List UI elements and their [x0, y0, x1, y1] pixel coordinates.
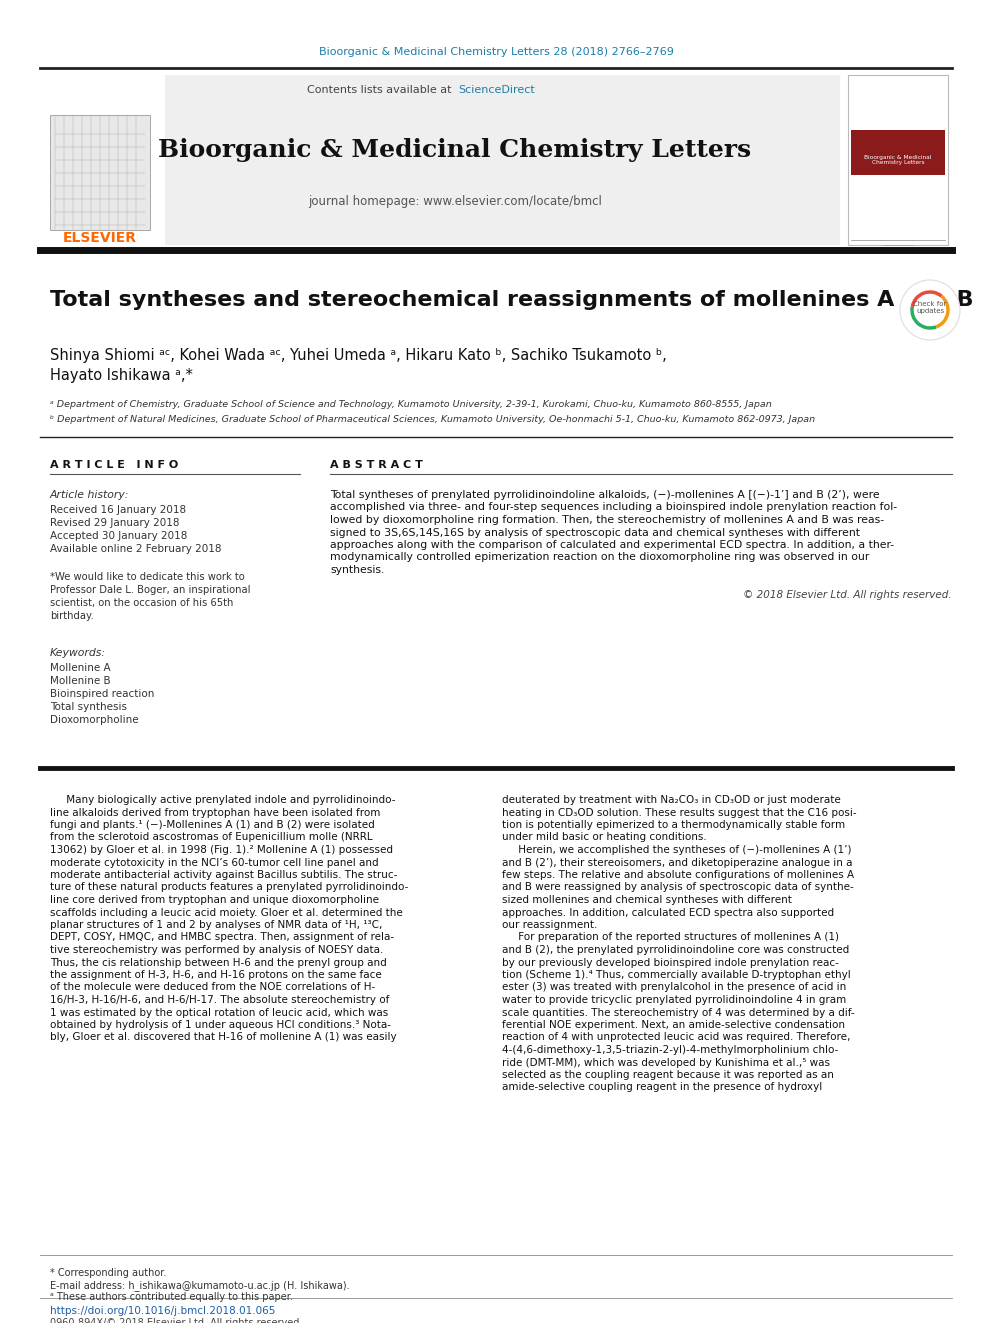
Text: approaches. In addition, calculated ECD spectra also supported: approaches. In addition, calculated ECD … [502, 908, 834, 917]
Text: tive stereochemistry was performed by analysis of NOESY data.: tive stereochemistry was performed by an… [50, 945, 383, 955]
Text: Professor Dale L. Boger, an inspirational: Professor Dale L. Boger, an inspirationa… [50, 585, 251, 595]
Text: scale quantities. The stereochemistry of 4 was determined by a dif-: scale quantities. The stereochemistry of… [502, 1008, 855, 1017]
Text: ᵇ Department of Natural Medicines, Graduate School of Pharmaceutical Sciences, K: ᵇ Department of Natural Medicines, Gradu… [50, 415, 815, 423]
Text: signed to 3S,6S,14S,16S by analysis of spectroscopic data and chemical syntheses: signed to 3S,6S,14S,16S by analysis of s… [330, 528, 860, 537]
Text: ScienceDirect: ScienceDirect [458, 85, 535, 95]
Text: bly, Gloer et al. discovered that H-16 of mollenine A (1) was easily: bly, Gloer et al. discovered that H-16 o… [50, 1032, 397, 1043]
Text: Bioinspired reaction: Bioinspired reaction [50, 689, 155, 699]
Text: Thus, the cis relationship between H-6 and the prenyl group and: Thus, the cis relationship between H-6 a… [50, 958, 387, 967]
Text: Received 16 January 2018: Received 16 January 2018 [50, 505, 186, 515]
Text: deuterated by treatment with Na₂CO₃ in CD₃OD or just moderate: deuterated by treatment with Na₂CO₃ in C… [502, 795, 841, 804]
Text: reaction of 4 with unprotected leucic acid was required. Therefore,: reaction of 4 with unprotected leucic ac… [502, 1032, 850, 1043]
Text: Total syntheses and stereochemical reassignments of mollenines A and B: Total syntheses and stereochemical reass… [50, 290, 973, 310]
Text: approaches along with the comparison of calculated and experimental ECD spectra.: approaches along with the comparison of … [330, 540, 894, 550]
Text: water to provide tricyclic prenylated pyrrolidinoindoline 4 in gram: water to provide tricyclic prenylated py… [502, 995, 846, 1005]
Text: from the sclerotoid ascostromas of Eupenicillium molle (NRRL: from the sclerotoid ascostromas of Eupen… [50, 832, 373, 843]
Text: * Corresponding author.: * Corresponding author. [50, 1267, 167, 1278]
Text: and B (2’), their stereoisomers, and diketopiperazine analogue in a: and B (2’), their stereoisomers, and dik… [502, 857, 852, 868]
Text: 1 was estimated by the optical rotation of leucic acid, which was: 1 was estimated by the optical rotation … [50, 1008, 388, 1017]
Text: Contents lists available at: Contents lists available at [307, 85, 455, 95]
Text: fungi and plants.¹ (−)-Mollenines A (1) and B (2) were isolated: fungi and plants.¹ (−)-Mollenines A (1) … [50, 820, 375, 830]
Text: of the molecule were deduced from the NOE correlations of H-: of the molecule were deduced from the NO… [50, 983, 375, 992]
Text: E-mail address: h_ishikawa@kumamoto-u.ac.jp (H. Ishikawa).: E-mail address: h_ishikawa@kumamoto-u.ac… [50, 1279, 349, 1291]
Text: scientist, on the occasion of his 65th: scientist, on the occasion of his 65th [50, 598, 233, 609]
Text: Many biologically active prenylated indole and pyrrolidinoindo-: Many biologically active prenylated indo… [50, 795, 396, 804]
FancyBboxPatch shape [40, 75, 840, 245]
Text: ride (DMT-MM), which was developed by Kunishima et al.,⁵ was: ride (DMT-MM), which was developed by Ku… [502, 1057, 830, 1068]
Text: ELSEVIER: ELSEVIER [63, 232, 137, 245]
Text: heating in CD₃OD solution. These results suggest that the C16 posi-: heating in CD₃OD solution. These results… [502, 807, 857, 818]
Text: birthday.: birthday. [50, 611, 94, 620]
Text: lowed by dioxomorpholine ring formation. Then, the stereochemistry of mollenines: lowed by dioxomorpholine ring formation.… [330, 515, 884, 525]
Text: 13062) by Gloer et al. in 1998 (Fig. 1).² Mollenine A (1) possessed: 13062) by Gloer et al. in 1998 (Fig. 1).… [50, 845, 393, 855]
Text: synthesis.: synthesis. [330, 565, 384, 576]
Text: ᵃ Department of Chemistry, Graduate School of Science and Technology, Kumamoto U: ᵃ Department of Chemistry, Graduate Scho… [50, 400, 772, 409]
Text: 4-(4,6-dimethoxy-1,3,5-triazin-2-yl)-4-methylmorpholinium chlo-: 4-(4,6-dimethoxy-1,3,5-triazin-2-yl)-4-m… [502, 1045, 838, 1054]
Text: modynamically controlled epimerization reaction on the dioxomorpholine ring was : modynamically controlled epimerization r… [330, 553, 869, 562]
Text: Accepted 30 January 2018: Accepted 30 January 2018 [50, 531, 187, 541]
Text: Check for
updates: Check for updates [914, 300, 946, 314]
Text: obtained by hydrolysis of 1 under aqueous HCl conditions.³ Nota-: obtained by hydrolysis of 1 under aqueou… [50, 1020, 391, 1031]
Text: tion (Scheme 1).⁴ Thus, commercially available D-tryptophan ethyl: tion (Scheme 1).⁴ Thus, commercially ava… [502, 970, 851, 980]
Text: DEPT, COSY, HMQC, and HMBC spectra. Then, assignment of rela-: DEPT, COSY, HMQC, and HMBC spectra. Then… [50, 933, 394, 942]
Text: Hayato Ishikawa ᵃ,*: Hayato Ishikawa ᵃ,* [50, 368, 192, 382]
Text: Bioorganic & Medicinal Chemistry Letters: Bioorganic & Medicinal Chemistry Letters [159, 138, 752, 161]
Text: line core derived from tryptophan and unique dioxomorpholine: line core derived from tryptophan and un… [50, 894, 379, 905]
Text: moderate antibacterial activity against Bacillus subtilis. The struc-: moderate antibacterial activity against … [50, 871, 398, 880]
Circle shape [900, 280, 960, 340]
Text: Available online 2 February 2018: Available online 2 February 2018 [50, 544, 221, 554]
Text: moderate cytotoxicity in the NCI’s 60-tumor cell line panel and: moderate cytotoxicity in the NCI’s 60-tu… [50, 857, 379, 868]
Text: Total synthesis: Total synthesis [50, 703, 127, 712]
Text: Keywords:: Keywords: [50, 648, 106, 658]
Text: accomplished via three- and four-step sequences including a bioinspired indole p: accomplished via three- and four-step se… [330, 503, 897, 512]
Text: Bioorganic & Medicinal Chemistry Letters 28 (2018) 2766–2769: Bioorganic & Medicinal Chemistry Letters… [318, 48, 674, 57]
Text: scaffolds including a leucic acid moiety. Gloer et al. determined the: scaffolds including a leucic acid moiety… [50, 908, 403, 917]
Text: few steps. The relative and absolute configurations of mollenines A: few steps. The relative and absolute con… [502, 871, 854, 880]
Text: For preparation of the reported structures of mollenines A (1): For preparation of the reported structur… [502, 933, 839, 942]
Text: under mild basic or heating conditions.: under mild basic or heating conditions. [502, 832, 706, 843]
Text: by our previously developed bioinspired indole prenylation reac-: by our previously developed bioinspired … [502, 958, 839, 967]
Text: © 2018 Elsevier Ltd. All rights reserved.: © 2018 Elsevier Ltd. All rights reserved… [743, 590, 952, 601]
Text: Mollenine A: Mollenine A [50, 663, 111, 673]
Text: 0960-894X/© 2018 Elsevier Ltd. All rights reserved.: 0960-894X/© 2018 Elsevier Ltd. All right… [50, 1318, 303, 1323]
Text: amide-selective coupling reagent in the presence of hydroxyl: amide-selective coupling reagent in the … [502, 1082, 822, 1093]
Text: Mollenine B: Mollenine B [50, 676, 111, 687]
Text: A B S T R A C T: A B S T R A C T [330, 460, 423, 470]
Text: the assignment of H-3, H-6, and H-16 protons on the same face: the assignment of H-3, H-6, and H-16 pro… [50, 970, 382, 980]
Text: selected as the coupling reagent because it was reported as an: selected as the coupling reagent because… [502, 1070, 834, 1080]
FancyBboxPatch shape [848, 75, 948, 245]
FancyBboxPatch shape [851, 130, 945, 175]
Text: journal homepage: www.elsevier.com/locate/bmcl: journal homepage: www.elsevier.com/locat… [309, 196, 602, 209]
Text: *We would like to dedicate this work to: *We would like to dedicate this work to [50, 572, 245, 582]
Text: ___________: ___________ [883, 241, 913, 246]
Text: Shinya Shiomi ᵃᶜ, Kohei Wada ᵃᶜ, Yuhei Umeda ᵃ, Hikaru Kato ᵇ, Sachiko Tsukamoto: Shinya Shiomi ᵃᶜ, Kohei Wada ᵃᶜ, Yuhei U… [50, 348, 667, 363]
Text: ester (3) was treated with prenylalcohol in the presence of acid in: ester (3) was treated with prenylalcohol… [502, 983, 846, 992]
Text: and B (2), the prenylated pyrrolidinoindoline core was constructed: and B (2), the prenylated pyrrolidinoind… [502, 945, 849, 955]
Text: line alkaloids derived from tryptophan have been isolated from: line alkaloids derived from tryptophan h… [50, 807, 380, 818]
Text: Dioxomorpholine: Dioxomorpholine [50, 714, 139, 725]
Text: Herein, we accomplished the syntheses of (−)-mollenines A (1’): Herein, we accomplished the syntheses of… [502, 845, 851, 855]
Text: planar structures of 1 and 2 by analyses of NMR data of ¹H, ¹³C,: planar structures of 1 and 2 by analyses… [50, 919, 382, 930]
Text: 16/H-3, H-16/H-6, and H-6/H-17. The absolute stereochemistry of: 16/H-3, H-16/H-6, and H-6/H-17. The abso… [50, 995, 390, 1005]
Text: ᵃ These authors contributed equally to this paper.: ᵃ These authors contributed equally to t… [50, 1293, 293, 1302]
Text: our reassignment.: our reassignment. [502, 919, 597, 930]
Text: Total syntheses of prenylated pyrrolidinoindoline alkaloids, (−)-mollenines A [(: Total syntheses of prenylated pyrrolidin… [330, 490, 880, 500]
Text: ferential NOE experiment. Next, an amide-selective condensation: ferential NOE experiment. Next, an amide… [502, 1020, 845, 1031]
Text: and B were reassigned by analysis of spectroscopic data of synthe-: and B were reassigned by analysis of spe… [502, 882, 854, 893]
Text: ture of these natural products features a prenylated pyrrolidinoindo-: ture of these natural products features … [50, 882, 409, 893]
Text: Revised 29 January 2018: Revised 29 January 2018 [50, 519, 180, 528]
Text: Bioorganic & Medicinal
Chemistry Letters: Bioorganic & Medicinal Chemistry Letters [864, 155, 931, 165]
Text: https://doi.org/10.1016/j.bmcl.2018.01.065: https://doi.org/10.1016/j.bmcl.2018.01.0… [50, 1306, 276, 1316]
Text: tion is potentially epimerized to a thermodynamically stable form: tion is potentially epimerized to a ther… [502, 820, 845, 830]
FancyBboxPatch shape [40, 75, 165, 245]
FancyBboxPatch shape [50, 115, 150, 230]
Text: A R T I C L E   I N F O: A R T I C L E I N F O [50, 460, 179, 470]
Text: sized mollenines and chemical syntheses with different: sized mollenines and chemical syntheses … [502, 894, 792, 905]
Text: Article history:: Article history: [50, 490, 129, 500]
